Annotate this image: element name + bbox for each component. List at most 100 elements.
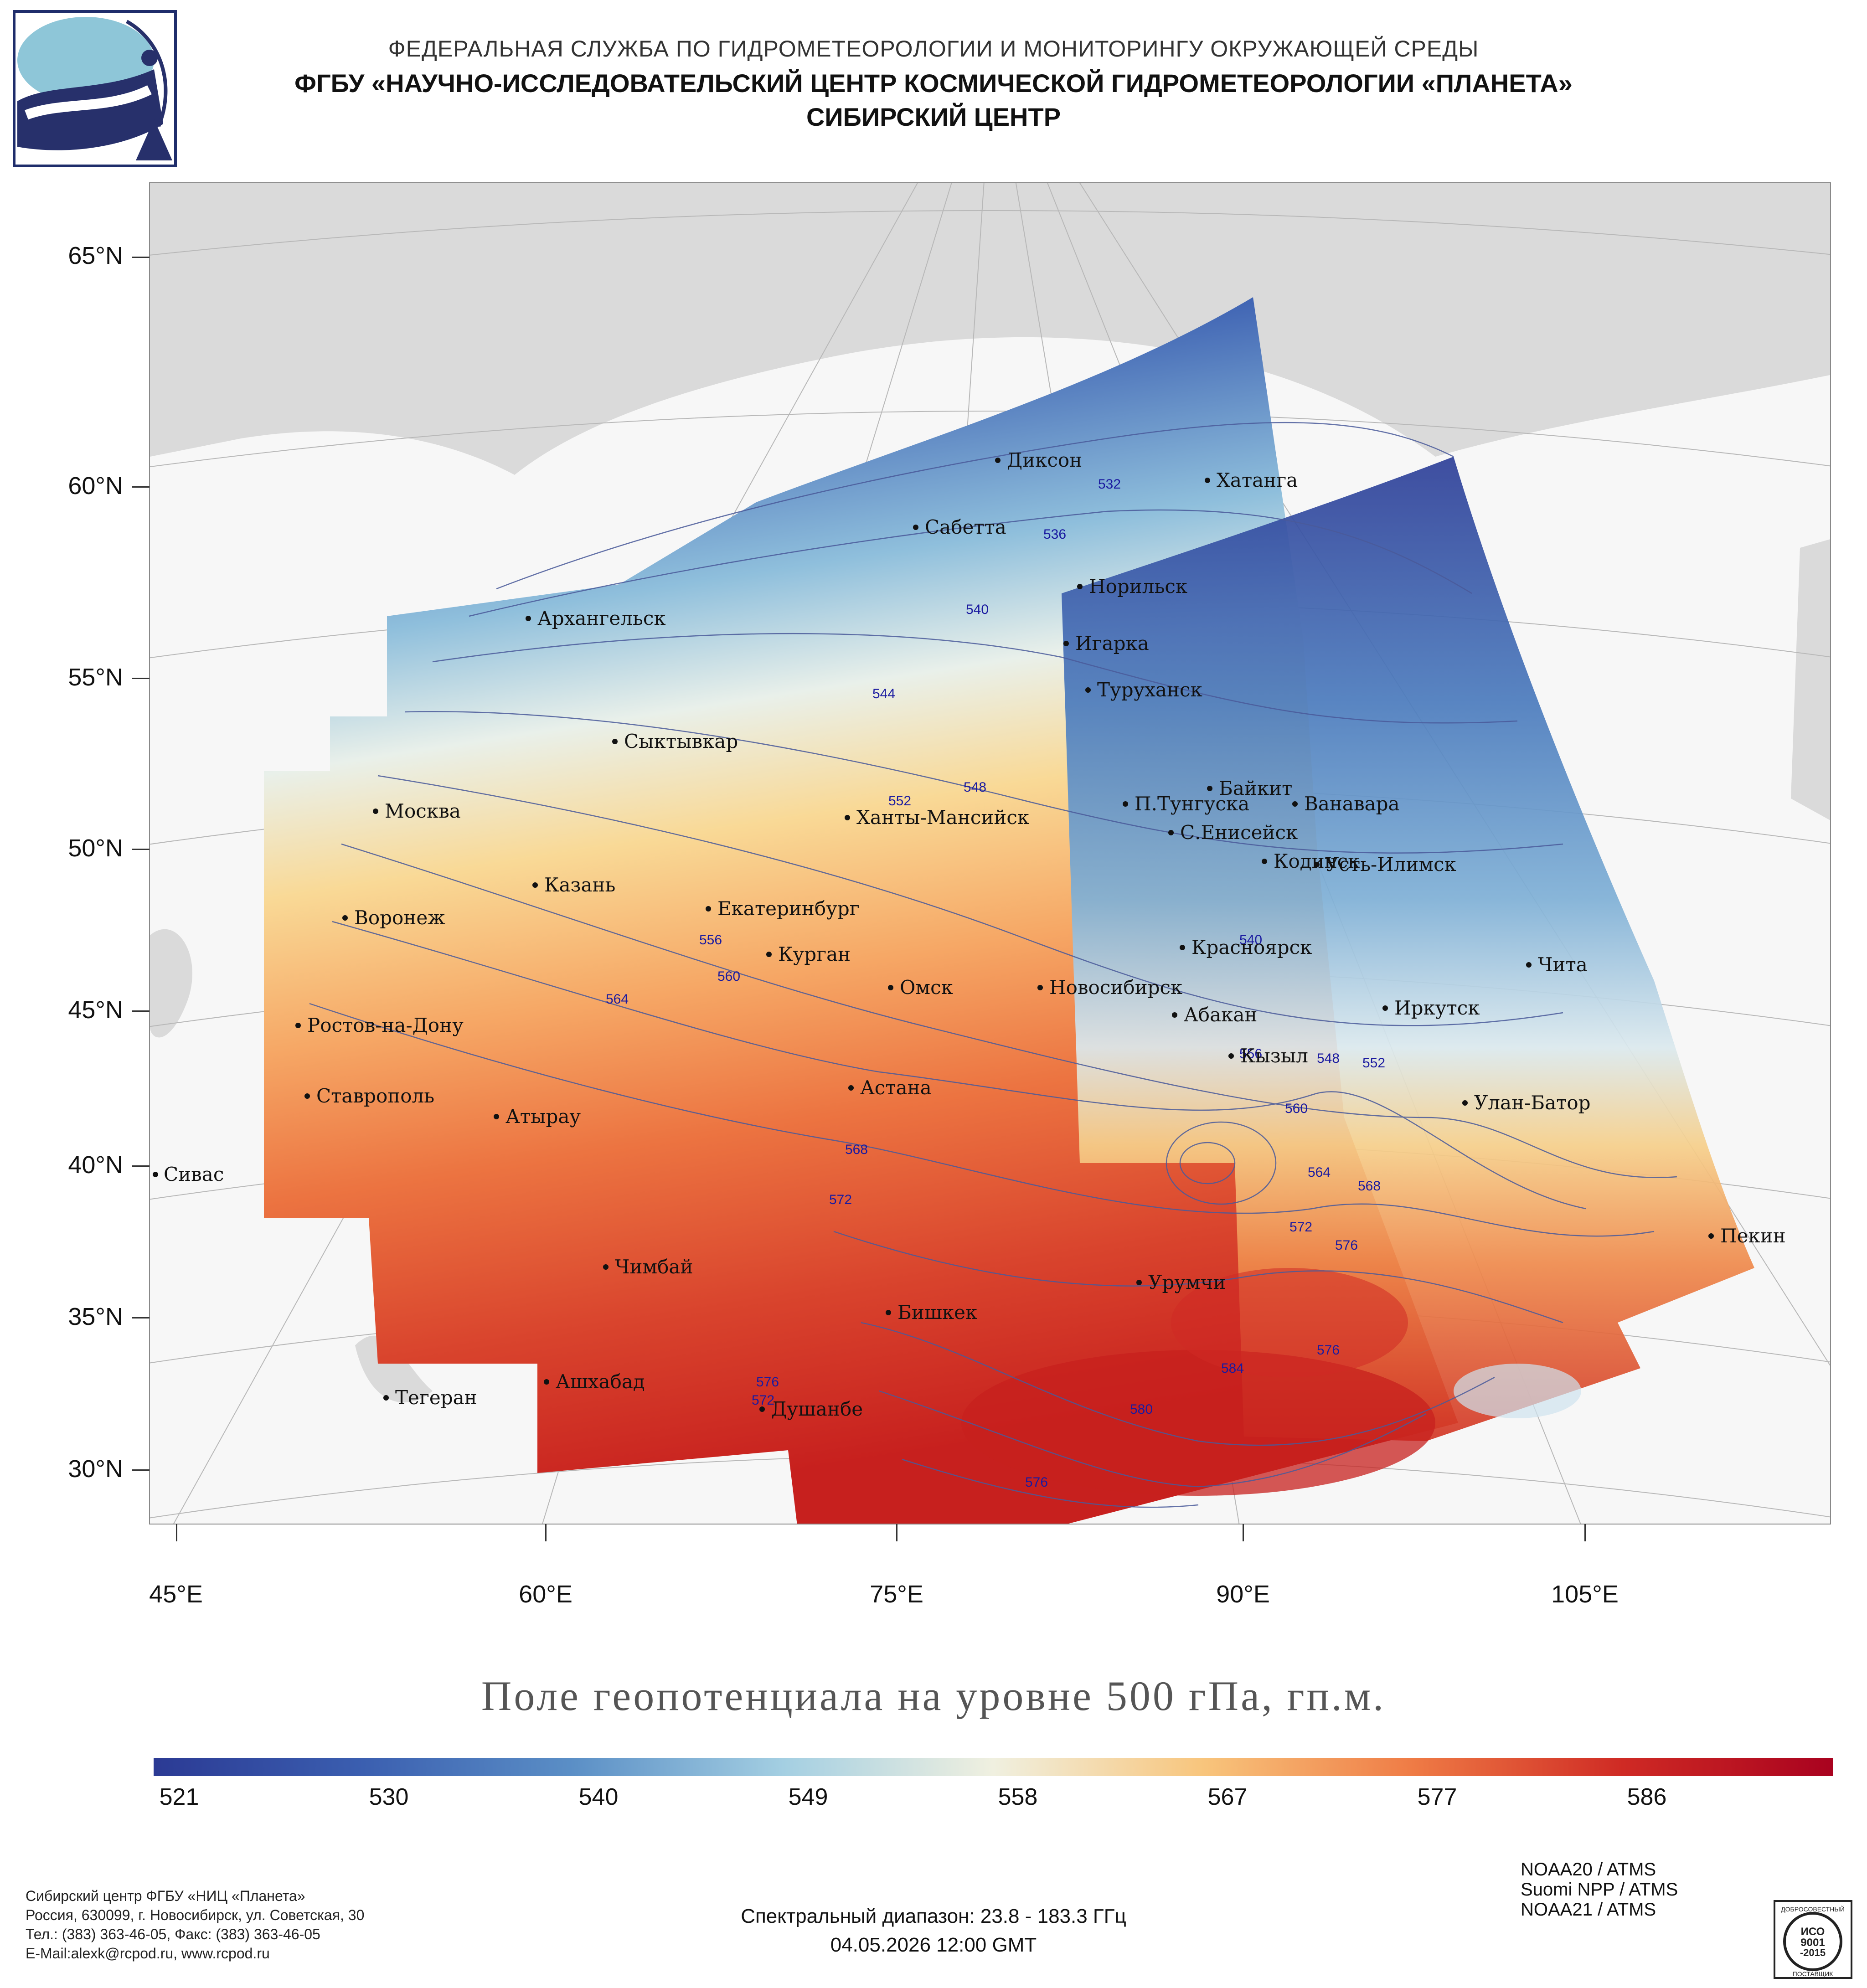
- svg-text:Омск: Омск: [900, 976, 953, 999]
- svg-text:Сыктывкар: Сыктывкар: [624, 730, 738, 752]
- city-igarka: Игарка: [1063, 632, 1149, 654]
- svg-text:9001: 9001: [1800, 1936, 1825, 1949]
- contour-label: 576: [1317, 1343, 1340, 1358]
- city-omsk: Омск: [888, 976, 953, 999]
- svg-text:Сивас: Сивас: [164, 1163, 224, 1185]
- svg-text:Байкит: Байкит: [1219, 777, 1292, 799]
- svg-text:Тегеран: Тегеран: [395, 1386, 477, 1409]
- lat-tick: [132, 678, 150, 679]
- colorbar-label: 549: [788, 1784, 828, 1810]
- svg-text:Норильск: Норильск: [1089, 575, 1187, 597]
- lon-tick: [1584, 1524, 1586, 1541]
- lat-tick: [132, 1010, 150, 1012]
- sensor-suomi-npp: Suomi NPP / ATMS: [1521, 1880, 1678, 1900]
- contour-label: 540: [1239, 932, 1262, 948]
- city-rostov-na-donu: Ростов-на-Дону: [295, 1014, 464, 1036]
- svg-text:Ростов-на-Дону: Ростов-на-Дону: [307, 1014, 464, 1036]
- svg-text:Красноярск: Красноярск: [1191, 936, 1312, 958]
- contour-label: 548: [1317, 1051, 1340, 1066]
- svg-text:Иркутск: Иркутск: [1394, 997, 1480, 1019]
- colorbar-label: 586: [1627, 1784, 1667, 1810]
- city-chimbay: Чимбай: [603, 1256, 693, 1278]
- contour-label: 584: [1221, 1361, 1244, 1376]
- lat-label-45: 45°N: [68, 996, 123, 1024]
- svg-text:Астана: Астана: [860, 1076, 932, 1099]
- svg-text:Ашхабад: Ашхабад: [556, 1370, 645, 1393]
- city-moscow: Москва: [373, 800, 461, 822]
- contour-label: 552: [1362, 1056, 1385, 1071]
- header-center: СИБИРСКИЙ ЦЕНТР: [806, 103, 1061, 131]
- contour-label: 556: [699, 932, 722, 948]
- lat-tick: [132, 257, 150, 258]
- spectral-range: Спектральный диапазон: 23.8 - 183.3 ГГц: [741, 1905, 1126, 1927]
- lon-tick: [896, 1524, 897, 1541]
- lat-tick: [132, 1165, 150, 1167]
- svg-text:Ханты-Мансийск: Ханты-Мансийск: [856, 806, 1029, 829]
- sensor-noaa21: NOAA21 / ATMS: [1521, 1900, 1656, 1920]
- city-ulan-bator: Улан-Батор: [1462, 1092, 1591, 1114]
- header-agency: ФЕДЕРАЛЬНАЯ СЛУЖБА ПО ГИДРОМЕТЕОРОЛОГИИ …: [388, 36, 1479, 62]
- svg-text:Бишкек: Бишкек: [897, 1301, 977, 1324]
- city-kurgan: Курган: [766, 943, 851, 965]
- header-institute: ФГБУ «НАУЧНО-ИССЛЕДОВАТЕЛЬСКИЙ ЦЕНТР КОС…: [294, 69, 1573, 98]
- colorbar: [154, 1758, 1833, 1776]
- city-sivas: Сивас: [153, 1163, 224, 1185]
- svg-text:Диксон: Диксон: [1007, 449, 1082, 471]
- contour-label: 576: [1025, 1475, 1048, 1490]
- contour-label: 576: [756, 1375, 779, 1390]
- geopotential-map: 532 536 540 544 548 552 556 560 564 568 …: [149, 182, 1831, 1524]
- contour-label: 556: [1239, 1046, 1262, 1061]
- colorbar-label: 567: [1207, 1784, 1248, 1810]
- city-p-tunguska: П.Тунгуска: [1123, 793, 1249, 815]
- svg-text:Екатеринбург: Екатеринбург: [717, 897, 860, 920]
- svg-text:Игарка: Игарка: [1075, 632, 1149, 654]
- city-dikson: Диксон: [995, 449, 1082, 471]
- colorbar-label: 558: [998, 1784, 1038, 1810]
- svg-text:Воронеж: Воронеж: [354, 906, 445, 929]
- svg-text:-2015: -2015: [1800, 1947, 1826, 1958]
- svg-text:Урумчи: Урумчи: [1148, 1271, 1226, 1293]
- lon-label-75: 75°E: [870, 1581, 923, 1608]
- contour-label: 564: [606, 992, 629, 1007]
- svg-text:ДОБРОСОВЕСТНЫЙ: ДОБРОСОВЕСТНЫЙ: [1781, 1905, 1845, 1913]
- city-astana: Астана: [848, 1076, 932, 1099]
- svg-text:Москва: Москва: [385, 800, 461, 822]
- city-tehran: Тегеран: [383, 1386, 477, 1409]
- city-ashgabat: Ашхабад: [544, 1370, 645, 1393]
- city-kyzyl: Кызыл: [1228, 1045, 1308, 1067]
- map-title: Поле геопотенциала на уровне 500 гПа, гп…: [481, 1673, 1386, 1719]
- contour-label: 552: [888, 793, 911, 809]
- svg-text:Пекин: Пекин: [1720, 1225, 1786, 1247]
- city-syktyvkar: Сыктывкар: [612, 730, 738, 752]
- city-khanty-mansiysk: Ханты-Мансийск: [845, 806, 1029, 829]
- contour-label: 536: [1043, 527, 1066, 542]
- colorbar-label: 530: [369, 1784, 409, 1810]
- city-ust-ilimsk: Усть-Илимск: [1314, 853, 1456, 876]
- footer-org-name: Сибирский центр ФГБУ «НИЦ «Планета»: [26, 1888, 305, 1904]
- contour-label: 580: [1130, 1402, 1153, 1417]
- contour-label: 572: [829, 1192, 852, 1207]
- city-irkutsk: Иркутск: [1382, 997, 1480, 1019]
- footer-org-phone: Тел.: (383) 363-46-05, Факс: (383) 363-4…: [26, 1926, 320, 1942]
- svg-text:Кодинск: Кодинск: [1274, 850, 1360, 872]
- city-s-eniseysk: С.Енисейск: [1168, 821, 1298, 844]
- lat-tick: [132, 849, 150, 850]
- svg-text:ПОСТАВЩИК: ПОСТАВЩИК: [1793, 1970, 1834, 1978]
- city-dushanbe: Душанбе: [759, 1398, 863, 1420]
- city-baikit: Байкит: [1207, 777, 1292, 799]
- colorbar-label: 521: [159, 1784, 199, 1810]
- lat-label-60: 60°N: [68, 472, 123, 500]
- lon-label-45: 45°E: [149, 1581, 203, 1608]
- city-kazan: Казань: [532, 874, 615, 896]
- svg-text:Туруханск: Туруханск: [1097, 679, 1202, 701]
- svg-text:С.Енисейск: С.Енисейск: [1180, 821, 1298, 844]
- city-peking: Пекин: [1708, 1225, 1786, 1247]
- svg-text:Сабетта: Сабетта: [925, 516, 1006, 538]
- city-novosibirsk: Новосибирск: [1037, 976, 1182, 999]
- svg-text:Чимбай: Чимбай: [615, 1256, 693, 1278]
- svg-text:Кызыл: Кызыл: [1240, 1045, 1308, 1067]
- lat-label-35: 35°N: [68, 1303, 123, 1330]
- contour-label: 568: [845, 1142, 868, 1157]
- lon-tick: [1243, 1524, 1244, 1541]
- city-urumqi: Урумчи: [1136, 1271, 1226, 1293]
